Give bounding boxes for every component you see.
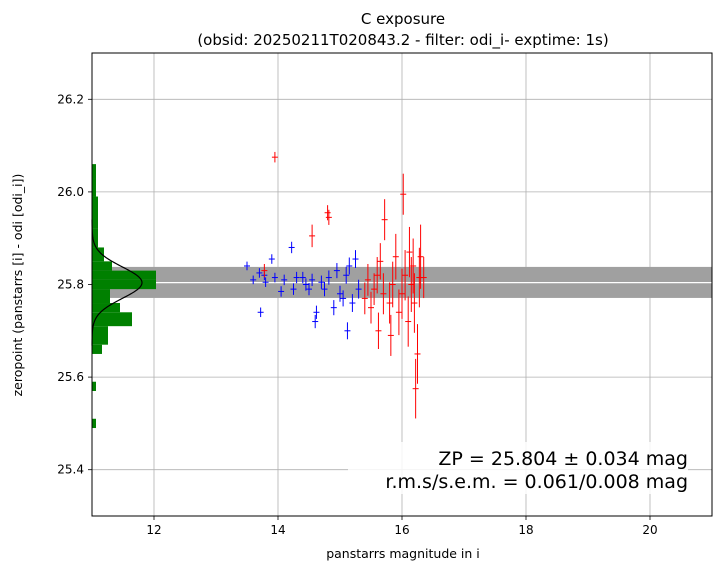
used-star-point (343, 266, 350, 284)
used-star-point (262, 277, 269, 287)
rejected-star-point (406, 226, 413, 278)
rejected-star-point (412, 358, 419, 419)
used-star-point (355, 279, 362, 299)
rejected-star-point (377, 243, 384, 280)
used-star-point (293, 271, 300, 284)
histogram-bar (92, 270, 156, 280)
rejected-star-point (417, 224, 424, 289)
zp-annotation: ZP = 25.804 ± 0.034 mag (438, 448, 688, 470)
used-star-point (337, 285, 343, 302)
x-tick-label: 18 (518, 523, 533, 537)
y-tick-label: 26.2 (57, 92, 84, 106)
annotation-background (348, 442, 688, 494)
used-star-point (349, 294, 356, 312)
chart-title: C exposure (361, 10, 445, 28)
used-star-point (288, 241, 295, 254)
histogram-bar (92, 289, 110, 304)
chart-subtitle: (obsid: 20250211T020843.2 - filter: odi_… (197, 31, 608, 50)
histogram-bar (92, 178, 96, 197)
used-star-point (321, 282, 328, 297)
histogram-bar (92, 196, 98, 229)
histogram-bar (92, 261, 112, 271)
rejected-star-point (411, 273, 418, 333)
y-tick-label: 25.4 (57, 463, 84, 477)
rms-annotation: r.m.s/s.e.m. = 0.061/0.008 mag (385, 471, 688, 493)
histogram-bar (92, 344, 102, 354)
used-star-point (244, 261, 250, 271)
y-axis-ticks: 25.4 25.6 25.8 26.0 26.2 (57, 92, 92, 477)
used-star-point (325, 270, 332, 285)
rejected-star-point (389, 261, 396, 308)
rejected-star-point (309, 224, 316, 248)
y-tick-label: 26.0 (57, 185, 84, 199)
used-star-point (299, 271, 306, 284)
used-star-point (257, 307, 264, 318)
rejected-star-point (380, 273, 387, 315)
used-star-point (312, 314, 319, 329)
used-star-point (290, 283, 297, 295)
histogram-bar (92, 312, 132, 327)
histogram-bar (92, 279, 156, 290)
used-star-point (278, 286, 285, 297)
x-tick-label: 12 (146, 523, 161, 537)
rejected-star-point (371, 273, 378, 306)
rejected-star-point (400, 173, 407, 215)
used-star-point (271, 272, 278, 283)
used-star-point (333, 263, 340, 279)
used-star-point (313, 305, 320, 319)
used-star-point (352, 250, 359, 268)
rejected-star-point (375, 312, 382, 350)
rejected-star-point (271, 151, 278, 163)
rejected-star-point (402, 250, 409, 301)
histogram-bar (92, 381, 96, 391)
rejected-star-point (405, 296, 412, 347)
x-axis-ticks: 12 14 16 18 20 (146, 516, 658, 537)
rejected-star-point (364, 263, 371, 296)
rejected-star-point (325, 209, 332, 225)
rejected-star-point (399, 268, 405, 319)
rejected-star-point (381, 199, 388, 241)
rejected-star-point (374, 257, 381, 294)
rejected-star-point (410, 238, 417, 294)
used-star-point (340, 290, 347, 307)
rejected-star-point (392, 233, 399, 280)
used-star-point (281, 274, 288, 286)
used-star-point (268, 254, 275, 264)
histogram-bar (92, 164, 96, 179)
used-star-point (256, 268, 263, 278)
rejected-star-point (386, 282, 393, 324)
y-tick-label: 25.8 (57, 278, 84, 292)
x-tick-label: 20 (642, 523, 657, 537)
rejected-star-point (324, 205, 331, 221)
used-star-point (302, 278, 309, 291)
rejected-star-point (414, 324, 421, 384)
used-star-point (309, 273, 316, 287)
histogram (92, 164, 156, 429)
data-points (244, 151, 427, 419)
x-tick-label: 14 (270, 523, 285, 537)
x-axis-label: panstarrs magnitude in i (326, 546, 480, 561)
rejected-star-point (261, 263, 268, 278)
histogram-bar (92, 228, 98, 248)
used-star-point (318, 275, 325, 289)
gaussian-fit-curve (91, 219, 143, 346)
histogram-bar (92, 247, 104, 262)
rejected-star-point (361, 282, 368, 315)
y-axis-label: zeropoint (panstarrs [i] - odi [odi_i]) (10, 174, 25, 397)
used-star-point (250, 275, 257, 285)
rejected-star-point (387, 314, 394, 356)
used-star-point (346, 257, 353, 275)
used-star-point (344, 322, 351, 340)
rejected-star-point (368, 291, 374, 324)
histogram-bar (92, 418, 96, 429)
histogram-bar (92, 326, 108, 345)
annotation-box: ZP = 25.804 ± 0.034 mag r.m.s/s.e.m. = 0… (348, 442, 688, 494)
x-tick-label: 16 (394, 523, 409, 537)
used-star-point (306, 282, 312, 296)
y-tick-label: 25.6 (57, 370, 84, 384)
used-star-point (330, 300, 337, 316)
rejected-star-point (395, 289, 402, 336)
rejected-star-point (420, 257, 427, 299)
